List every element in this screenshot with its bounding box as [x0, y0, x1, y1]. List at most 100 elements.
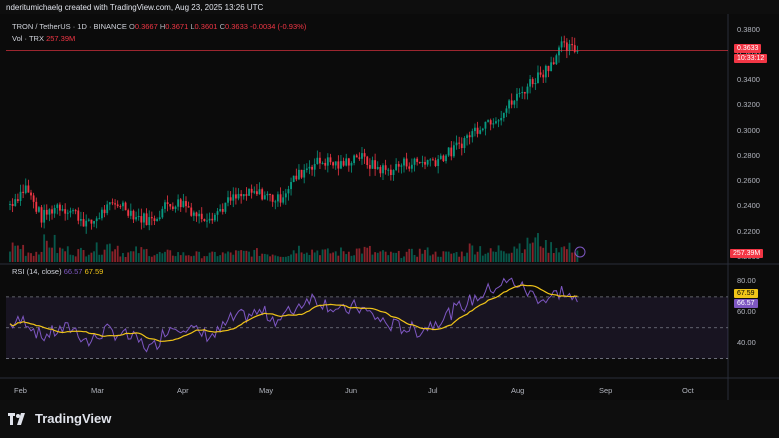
last-price-badge: 0.3633	[734, 44, 762, 53]
candle-body	[361, 153, 363, 159]
candle-body	[37, 207, 40, 212]
candle-body	[379, 166, 382, 174]
candle-body	[153, 218, 156, 221]
candle-body	[232, 194, 235, 201]
candle-body	[132, 210, 135, 220]
volume-legend: Vol · TRX 257.39M	[12, 34, 75, 43]
candle-body	[431, 159, 434, 161]
volume-bar	[51, 247, 53, 262]
volume-badge: 257.39M	[730, 249, 764, 258]
candle-body	[376, 166, 379, 169]
rsi-ma-value: 67.59	[84, 267, 104, 276]
volume-bar	[476, 251, 479, 262]
candle-body	[313, 164, 316, 170]
volume-bar	[471, 245, 474, 262]
candle-body	[502, 112, 505, 118]
volume-bar	[169, 250, 172, 262]
candle-body	[261, 189, 264, 200]
volume-bar	[487, 252, 489, 262]
countdown-badge: 10:33:12	[734, 54, 768, 63]
candle-body	[345, 158, 348, 166]
volume-bar	[468, 243, 471, 262]
volume-bar	[324, 249, 327, 262]
candle-body	[166, 202, 169, 204]
price-tick: 0.2800	[737, 150, 760, 160]
volume-bar	[255, 248, 258, 262]
candle-body	[495, 121, 497, 124]
volume-bar	[277, 256, 279, 262]
candle-body	[9, 204, 11, 206]
candle-body	[355, 155, 358, 158]
candle-body	[282, 197, 285, 203]
candle-body	[571, 44, 574, 46]
candle-body	[565, 42, 568, 52]
volume-bar	[474, 254, 476, 262]
candle-body	[64, 209, 67, 214]
chart-canvas[interactable]	[0, 14, 779, 400]
candle-body	[213, 214, 216, 221]
volume-bar	[408, 248, 411, 262]
candle-body	[129, 210, 132, 216]
volume-bar	[284, 256, 287, 262]
volume-bar	[253, 249, 256, 262]
candle-body	[156, 219, 159, 221]
volume-bar	[329, 253, 332, 262]
volume-bar	[563, 246, 566, 262]
volume-bar	[300, 252, 303, 262]
volume-bar	[363, 246, 366, 262]
rsi-tick: 60.00	[737, 307, 756, 317]
volume-bar	[161, 253, 164, 262]
volume-bar	[518, 243, 521, 262]
candle-body	[452, 145, 455, 157]
rsi-tick: 80.00	[737, 276, 756, 286]
volume-bar	[77, 249, 80, 262]
rsi-label: RSI (14, close)	[12, 267, 62, 276]
volume-bar	[347, 251, 350, 262]
volume-bar	[508, 253, 510, 262]
chart-frame[interactable]: TRON / TetherUS · 1D · BINANCE O0.3667 H…	[0, 14, 779, 400]
volume-bar	[505, 253, 508, 262]
candle-body	[72, 210, 74, 212]
candle-body	[437, 158, 440, 166]
candle-body	[255, 191, 258, 195]
volume-bar	[542, 247, 545, 262]
rsi-tick: 40.00	[737, 338, 756, 348]
candle-body	[466, 135, 468, 139]
symbol-name: TRON / TetherUS · 1D · BINANCE	[12, 22, 127, 31]
candle-body	[16, 199, 19, 202]
volume-bar	[416, 256, 419, 262]
volume-bar	[221, 252, 224, 262]
volume-bar	[571, 252, 574, 262]
volume-bar	[445, 251, 447, 262]
rsi-value: 66.57	[63, 267, 83, 276]
volume-bar	[279, 256, 282, 262]
volume-bar	[179, 255, 182, 262]
candle-body	[358, 157, 361, 159]
volume-bar	[426, 247, 429, 262]
volume-bar	[400, 257, 403, 262]
candle-body	[106, 204, 109, 214]
candle-body	[347, 158, 350, 166]
candle-body	[518, 92, 521, 94]
price-tick: 0.3800	[737, 24, 760, 34]
volume-bar	[224, 253, 227, 262]
candle-body	[187, 206, 190, 208]
volume-bar	[384, 251, 387, 262]
rsi-badge: 66.57	[734, 299, 758, 308]
volume-bar	[37, 254, 40, 262]
alert-icon	[574, 246, 586, 258]
volume-bar	[539, 246, 542, 262]
volume-bar	[129, 251, 132, 262]
volume-bar	[513, 246, 516, 262]
volume-bar	[371, 254, 374, 262]
candle-body	[324, 162, 327, 166]
candle-body	[182, 201, 185, 208]
volume-bar	[434, 251, 437, 262]
candle-body	[85, 220, 88, 227]
volume-bar	[437, 256, 440, 262]
volume-bar	[213, 251, 216, 262]
candle-body	[471, 131, 474, 138]
candle-body	[426, 160, 429, 165]
volume-bar	[442, 251, 445, 262]
volume-bar	[124, 256, 127, 262]
